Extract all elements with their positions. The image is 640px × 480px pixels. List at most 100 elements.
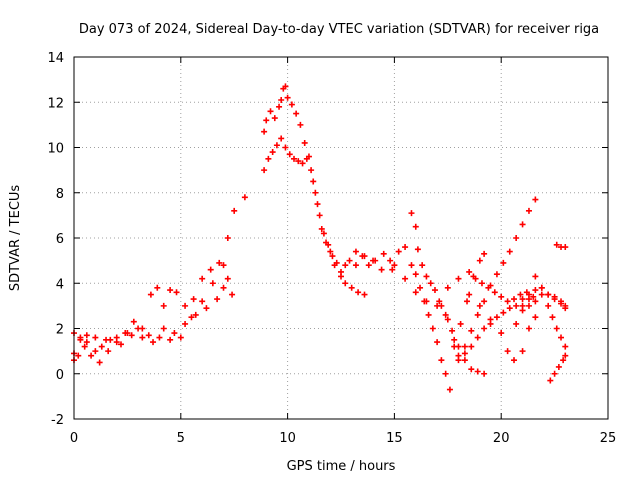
y-tick-label: 0 — [56, 368, 64, 383]
data-point — [408, 210, 415, 217]
data-point — [269, 149, 276, 156]
data-point — [493, 271, 500, 278]
x-tick-label: 25 — [600, 431, 617, 446]
data-point — [282, 144, 289, 151]
data-point — [442, 311, 449, 318]
data-point — [412, 271, 419, 278]
data-point — [301, 139, 308, 146]
data-point — [291, 155, 298, 162]
data-point — [532, 287, 539, 294]
data-point — [545, 302, 552, 309]
data-series — [261, 83, 368, 298]
data-series — [391, 262, 539, 364]
data-series — [513, 291, 569, 350]
data-point — [333, 259, 340, 266]
data-point — [562, 352, 569, 359]
data-point — [395, 248, 402, 255]
data-point — [513, 320, 520, 327]
data-series — [71, 194, 248, 357]
data-point — [278, 96, 285, 103]
data-point — [224, 275, 231, 282]
data-point — [451, 343, 458, 350]
data-point — [553, 241, 560, 248]
data-point — [288, 101, 295, 108]
data-point — [560, 357, 567, 364]
data-point — [83, 339, 90, 346]
data-point — [423, 273, 430, 280]
data-point — [474, 334, 481, 341]
data-point — [481, 298, 488, 305]
data-point — [423, 298, 430, 305]
y-tick-label: 8 — [56, 187, 64, 202]
data-point — [310, 178, 317, 185]
data-point — [96, 359, 103, 366]
data-point — [455, 357, 462, 364]
data-point — [547, 377, 554, 384]
data-point — [412, 223, 419, 230]
data-point — [444, 284, 451, 291]
y-tick-label: 2 — [56, 323, 64, 338]
data-point — [348, 284, 355, 291]
data-point — [308, 167, 315, 174]
data-point — [513, 302, 520, 309]
data-point — [342, 262, 349, 269]
data-point — [265, 155, 272, 162]
data-point — [504, 298, 511, 305]
data-point — [425, 311, 432, 318]
data-point — [511, 296, 518, 303]
data-point — [549, 314, 556, 321]
data-point — [271, 115, 278, 122]
data-point — [434, 339, 441, 346]
data-point — [295, 158, 302, 165]
data-series — [71, 284, 227, 355]
data-point — [88, 352, 95, 359]
data-point — [378, 266, 385, 273]
data-point — [493, 314, 500, 321]
data-point — [449, 327, 456, 334]
data-point — [427, 280, 434, 287]
data-point — [177, 334, 184, 341]
data-point — [519, 221, 526, 228]
data-point — [553, 325, 560, 332]
data-point — [431, 287, 438, 294]
data-point — [190, 296, 197, 303]
y-tick-label: -2 — [51, 413, 64, 428]
data-point — [506, 248, 513, 255]
data-point — [438, 357, 445, 364]
data-point — [558, 300, 565, 307]
x-tick-label: 0 — [70, 431, 78, 446]
data-point — [545, 291, 552, 298]
data-point — [284, 94, 291, 101]
data-point — [352, 262, 359, 269]
data-point — [209, 280, 216, 287]
data-point — [478, 280, 485, 287]
data-point — [451, 336, 458, 343]
data-point — [457, 320, 464, 327]
data-point — [481, 370, 488, 377]
y-tick-label: 12 — [47, 96, 64, 111]
data-point — [476, 302, 483, 309]
axis-ticks: 0 5 10 15 20 25 -2 0 2 4 6 8 10 12 14 — [47, 51, 616, 446]
data-point — [525, 302, 532, 309]
data-point — [192, 311, 199, 318]
data-point — [511, 357, 518, 364]
x-axis-label: GPS time / hours — [287, 459, 396, 474]
data-point — [391, 262, 398, 269]
data-point — [555, 363, 562, 370]
data-point — [523, 289, 530, 296]
data-point — [278, 135, 285, 142]
grid-lines — [74, 57, 608, 419]
data-point — [312, 189, 319, 196]
data-point — [442, 370, 449, 377]
x-tick-label: 20 — [493, 431, 510, 446]
data-series — [519, 273, 569, 312]
data-point — [461, 357, 468, 364]
data-point — [276, 103, 283, 110]
data-point — [365, 262, 372, 269]
data-point — [145, 332, 152, 339]
data-point — [532, 273, 539, 280]
data-point — [139, 334, 146, 341]
y-axis-label: SDTVAR / TECUs — [8, 185, 23, 292]
data-point — [525, 296, 532, 303]
